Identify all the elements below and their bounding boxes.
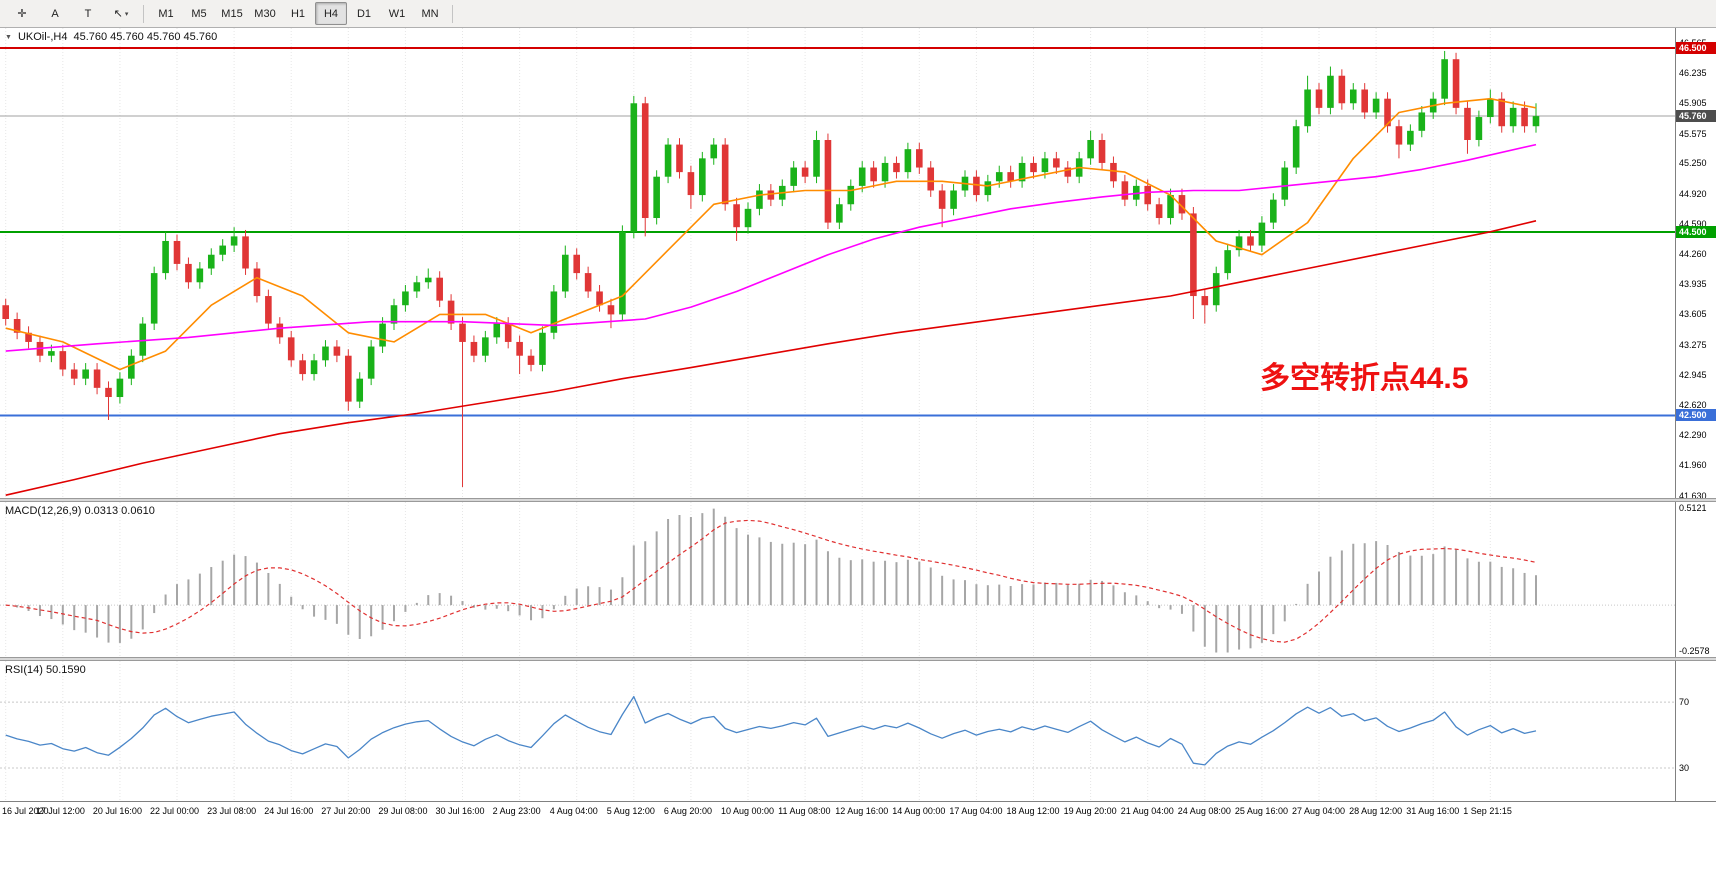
time-axis-label: 27 Jul 20:00 (321, 806, 371, 816)
timeframe-button-m15[interactable]: M15 (221, 7, 243, 20)
panel-divider-2[interactable] (0, 657, 1716, 661)
arrows-tool-icon: ↖ (113, 8, 123, 20)
rsi-level-label: 30 (1679, 763, 1690, 774)
time-axis-label: 16 Jul 2020 (2, 806, 49, 816)
rsi-level-label: 70 (1679, 697, 1690, 708)
expand-arrow-icon[interactable]: ▼ (5, 33, 12, 41)
time-axis-label: 10 Aug 00:00 (721, 806, 775, 816)
text-label-tool-icon: T (84, 7, 92, 20)
time-axis-label: 18 Aug 12:00 (1006, 806, 1060, 816)
timeframe-button-w1[interactable]: W1 (388, 7, 406, 20)
price-axis-label: 43.605 (1679, 309, 1707, 320)
timeframe-button-m5[interactable]: M5 (191, 7, 207, 20)
macd-chart[interactable] (0, 502, 1675, 657)
time-axis-label: 22 Jul 00:00 (150, 806, 200, 816)
rsi-label: RSI(14) 50.1590 (5, 664, 86, 676)
time-axis-label: 29 Jul 08:00 (378, 806, 428, 816)
main-chart-panel[interactable]: ▼ UKOil-,H4 45.760 45.760 45.760 45.760 … (0, 28, 1716, 498)
price-axis[interactable]: 46.56546.23545.90545.57545.25044.92044.5… (1675, 28, 1716, 498)
timeframe-button-mn[interactable]: MN (421, 7, 439, 20)
timeframe-button-h1[interactable]: H1 (290, 7, 306, 20)
time-axis-label: 4 Aug 04:00 (549, 806, 598, 816)
time-axis-label: 6 Aug 20:00 (663, 806, 712, 816)
price-axis-label: 45.575 (1679, 128, 1707, 139)
text-label-tool-button[interactable]: T (72, 2, 104, 25)
macd-axis-min: -0.2578 (1679, 646, 1710, 656)
macd-axis-max: 0.5121 (1679, 503, 1707, 513)
crosshair-tool-button[interactable]: ✛ (6, 2, 38, 25)
price-badge-42.500: 42.500 (1676, 409, 1716, 422)
time-axis-label: 17 Jul 12:00 (35, 806, 85, 816)
timeframe-toolbar: M1 M5 M15 M30 H1 H4 D1 W1 MN (150, 2, 446, 25)
chevron-down-icon: ▾ (124, 10, 129, 18)
time-axis-label: 31 Aug 16:00 (1406, 806, 1460, 816)
time-axis[interactable]: 16 Jul 2020 17 Jul 12:00 20 Jul 16:00 22 Ju… (0, 801, 1716, 822)
toolbar-separator-2 (452, 4, 453, 23)
price-axis-label: 45.905 (1679, 98, 1707, 109)
time-axis-label: 20 Jul 16:00 (92, 806, 142, 816)
toolbar: ✛ A T ↖ ▾ M1 M5 M15 M30 H1 H4 D1 W1 MN (0, 0, 1716, 28)
chart-window: ▼ UKOil-,H4 45.760 45.760 45.760 45.760 … (0, 28, 1716, 822)
price-axis-label: 46.235 (1679, 68, 1707, 79)
mt4-window: ✛ A T ↖ ▾ M1 M5 M15 M30 H1 H4 D1 W1 MN ▼ UKOil-,H4 4… (0, 0, 1716, 822)
time-axis-label: 19 Aug 20:00 (1063, 806, 1117, 816)
time-axis-label: 14 Aug 00:00 (892, 806, 946, 816)
time-axis-label: 17 Aug 04:00 (949, 806, 1003, 816)
chart-symbol-label: ▼ UKOil-,H4 45.760 45.760 45.760 45.760 (5, 31, 217, 43)
timeframe-button-m1[interactable]: M1 (158, 7, 174, 20)
macd-label: MACD(12,26,9) 0.0313 0.0610 (5, 505, 155, 517)
macd-axis[interactable]: 0.5121 -0.2578 (1675, 502, 1716, 657)
price-axis-label: 42.290 (1679, 430, 1707, 441)
ohlc-readout: 45.760 45.760 45.760 45.760 (73, 31, 218, 43)
price-axis-label: 44.920 (1679, 188, 1707, 199)
time-axis-label: 11 Aug 08:00 (778, 806, 831, 816)
price-axis-label: 43.275 (1679, 339, 1707, 350)
symbol-period-label: UKOil-,H4 (17, 31, 68, 43)
time-axis-label: 30 Jul 16:00 (435, 806, 485, 816)
line-tools-group: ✛ A T ↖ ▾ (6, 2, 137, 25)
price-axis-label: 42.945 (1679, 370, 1707, 381)
price-axis-label: 42.620 (1679, 399, 1707, 410)
rsi-axis[interactable]: 70 30 (1675, 661, 1716, 801)
rsi-panel[interactable]: RSI(14) 50.1590 70 30 (0, 661, 1716, 801)
price-axis-label: 44.260 (1679, 249, 1707, 260)
price-axis-label: 45.250 (1679, 158, 1707, 169)
timeframe-button-d1[interactable]: D1 (356, 7, 372, 20)
price-badge-46.500: 46.500 (1676, 42, 1716, 55)
time-axis-label: 28 Aug 12:00 (1349, 806, 1403, 816)
time-axis-label: 5 Aug 12:00 (606, 806, 655, 816)
time-axis-label: 1 Sep 21:15 (1463, 806, 1512, 816)
rsi-chart[interactable] (0, 661, 1675, 801)
price-axis-label: 41.960 (1679, 460, 1707, 471)
time-axis-label: 25 Aug 16:00 (1234, 806, 1288, 816)
time-axis-label: 24 Jul 16:00 (264, 806, 314, 816)
candlestick-chart[interactable] (0, 28, 1675, 498)
time-axis-label: 12 Aug 16:00 (835, 806, 889, 816)
price-badge-44.500: 44.500 (1676, 225, 1716, 238)
price-axis-label: 44.590 (1679, 219, 1707, 230)
price-axis-label: 43.935 (1679, 279, 1707, 290)
crosshair-tool-icon: ✛ (17, 8, 27, 20)
arrows-tool-button[interactable]: ↖ ▾ (105, 2, 137, 25)
text-tool-icon: A (51, 7, 59, 20)
timeframe-button-h4[interactable]: H4 (315, 2, 347, 25)
price-badge-45.760: 45.760 (1676, 110, 1716, 123)
time-axis-label: 23 Jul 08:00 (207, 806, 257, 816)
macd-panel[interactable]: MACD(12,26,9) 0.0313 0.0610 0.5121 -0.257… (0, 502, 1716, 657)
toolbar-separator (143, 4, 144, 23)
panel-divider[interactable] (0, 498, 1716, 502)
chart-annotation-text[interactable]: 多空转折点44.5 (1260, 362, 1469, 395)
time-axis-label: 2 Aug 23:00 (492, 806, 541, 816)
time-axis-label: 27 Aug 04:00 (1292, 806, 1346, 816)
time-axis-label: 24 Aug 08:00 (1177, 806, 1231, 816)
price-axis-label: 41.630 (1679, 490, 1707, 498)
text-tool-button[interactable]: A (39, 2, 71, 25)
timeframe-button-m30[interactable]: M30 (254, 7, 276, 20)
time-axis-label: 21 Aug 04:00 (1120, 806, 1174, 816)
